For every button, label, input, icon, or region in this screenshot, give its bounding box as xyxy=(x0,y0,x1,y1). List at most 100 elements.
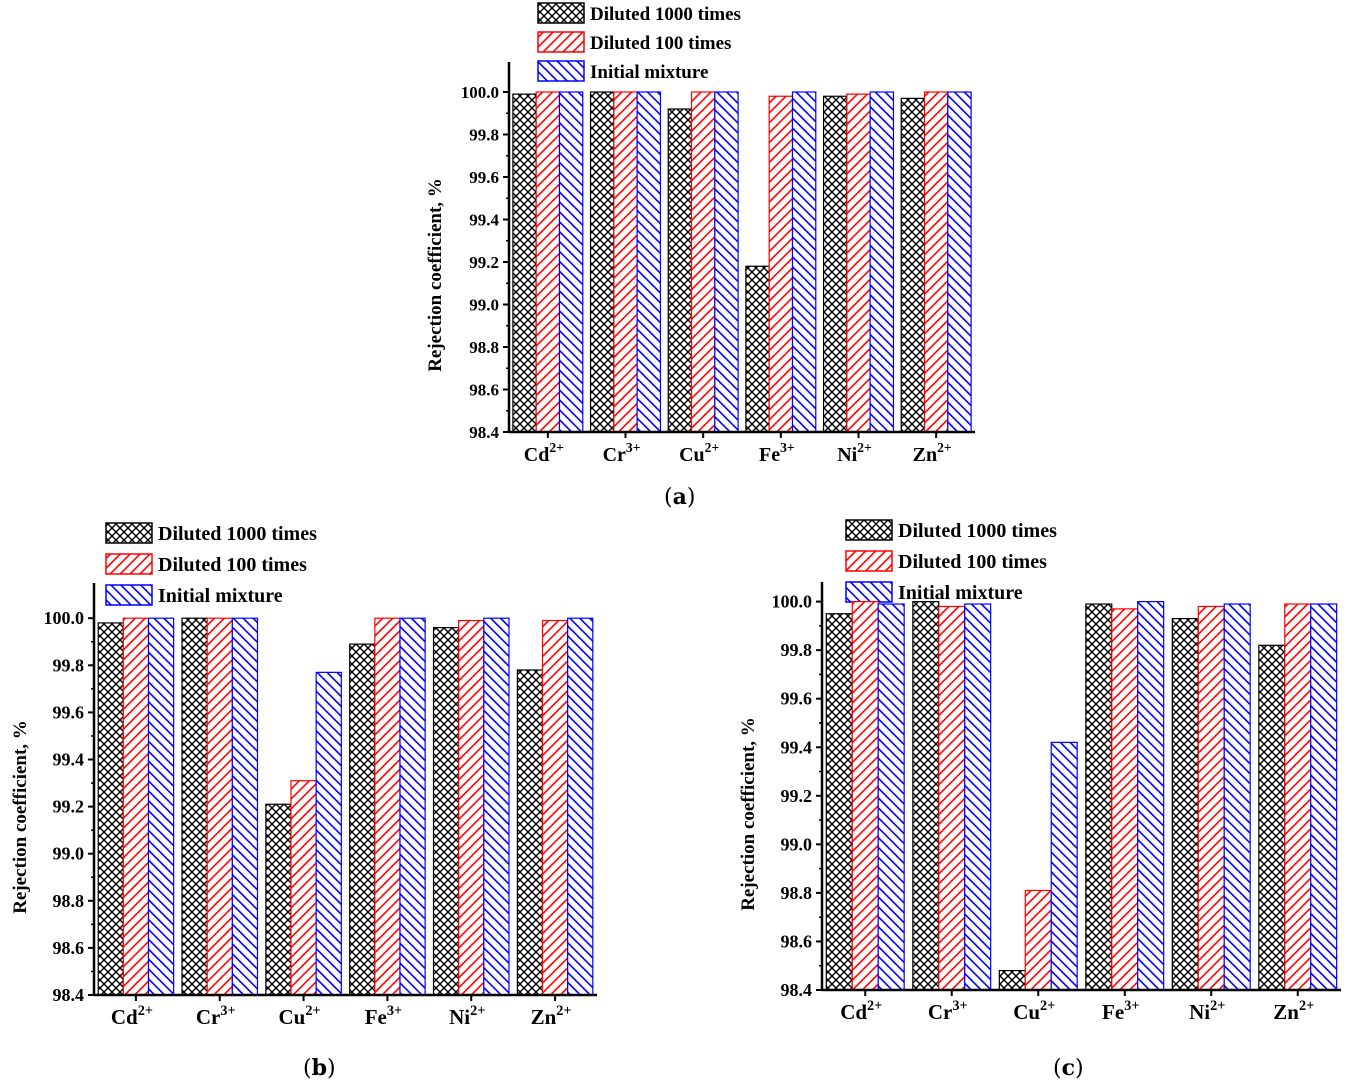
y-tick-label: 100.0 xyxy=(772,592,813,612)
x-tick-label: Zn2+ xyxy=(531,1003,572,1029)
bar xyxy=(349,643,376,996)
legend-swatch xyxy=(845,550,893,572)
bar xyxy=(877,603,905,991)
caption-a: (a) xyxy=(664,484,696,510)
y-axis-label: Rejection coefficient, % xyxy=(10,720,31,914)
bar xyxy=(825,613,853,991)
bar xyxy=(791,91,817,433)
y-tick-label: 99.4 xyxy=(781,737,813,757)
bar xyxy=(1171,617,1199,991)
bar xyxy=(516,669,544,996)
y-tick-label: 98.6 xyxy=(53,938,85,958)
bar xyxy=(558,91,584,433)
y-tick-label: 98.4 xyxy=(53,985,85,1005)
bar xyxy=(290,780,317,996)
bar xyxy=(589,91,615,433)
bar xyxy=(613,91,638,433)
bar xyxy=(374,617,401,996)
legend-swatch xyxy=(845,519,893,541)
bar xyxy=(768,95,794,433)
y-tick-label: 99.0 xyxy=(781,834,813,854)
y-tick-label: 99.0 xyxy=(469,296,499,315)
legend-label: Diluted 1000 times xyxy=(158,523,317,545)
legend-label: Diluted 1000 times xyxy=(898,520,1057,542)
bar xyxy=(690,91,716,433)
bar xyxy=(458,619,485,996)
bar xyxy=(900,97,926,433)
x-tick-label: Cr3+ xyxy=(928,998,968,1024)
bar xyxy=(947,91,972,433)
bar xyxy=(1137,600,1165,991)
bar xyxy=(1024,889,1052,991)
legend-label: Diluted 100 times xyxy=(898,551,1047,573)
bar xyxy=(265,803,292,996)
chart-c: Diluted 1000 times Diluted 100 times Initi… xyxy=(738,519,1341,1024)
y-tick-label: 99.2 xyxy=(469,253,499,272)
y-tick-label: 99.6 xyxy=(781,689,813,709)
y-tick-label: 99.8 xyxy=(53,655,85,675)
bar xyxy=(964,603,992,991)
bar xyxy=(535,91,561,433)
bar xyxy=(1284,603,1312,991)
legend-swatch xyxy=(105,584,153,606)
y-tick-label: 98.8 xyxy=(53,891,85,911)
bar xyxy=(745,265,770,433)
x-tick-label: Cu2+ xyxy=(1013,998,1055,1024)
bar xyxy=(483,617,510,996)
bar xyxy=(998,969,1026,991)
bar xyxy=(122,617,150,996)
bar xyxy=(1050,741,1078,991)
y-tick-label: 99.2 xyxy=(781,786,813,806)
caption-b: (b) xyxy=(303,1055,336,1081)
y-tick-label: 99.4 xyxy=(53,750,85,770)
bar xyxy=(399,617,426,996)
bar xyxy=(1111,608,1139,991)
legend-label: Initial mixture xyxy=(898,582,1023,604)
x-tick-label: Cu2+ xyxy=(679,440,719,466)
x-tick-label: Cd2+ xyxy=(524,440,564,466)
y-tick-label: 98.8 xyxy=(781,883,813,903)
y-tick-label: 98.4 xyxy=(469,423,499,442)
legend-label: Diluted 1000 times xyxy=(590,4,741,25)
bar xyxy=(1258,644,1286,991)
bar xyxy=(846,93,871,433)
bar xyxy=(97,622,124,996)
legend-swatch xyxy=(845,581,893,603)
bar xyxy=(636,91,662,433)
x-tick-label: Fe3+ xyxy=(1102,998,1139,1024)
legend-swatch xyxy=(105,553,153,575)
bar xyxy=(923,91,949,433)
bar xyxy=(1085,603,1113,991)
bar xyxy=(869,91,895,433)
bar xyxy=(714,91,739,433)
y-axis-label: Rejection coefficient, % xyxy=(425,178,446,372)
legend-label: Diluted 100 times xyxy=(590,33,731,54)
bar xyxy=(181,617,208,996)
x-tick-label: Fe3+ xyxy=(759,440,795,466)
y-tick-label: 99.0 xyxy=(53,844,85,864)
bar xyxy=(206,617,233,996)
legend-label: Initial mixture xyxy=(590,62,708,83)
y-tick-label: 99.8 xyxy=(781,640,813,660)
x-tick-label: Zn2+ xyxy=(913,440,952,466)
x-tick-label: Cr3+ xyxy=(196,1003,236,1029)
x-tick-label: Cu2+ xyxy=(279,1003,321,1029)
y-tick-label: 99.6 xyxy=(469,168,499,187)
bar xyxy=(541,619,569,996)
bar xyxy=(315,671,342,996)
x-tick-label: Ni2+ xyxy=(449,1003,485,1029)
y-tick-label: 99.6 xyxy=(53,702,85,722)
y-tick-label: 98.4 xyxy=(781,980,813,1000)
y-tick-label: 99.8 xyxy=(469,126,499,145)
bar xyxy=(912,600,940,991)
y-tick-label: 99.2 xyxy=(53,797,85,817)
legend-swatch xyxy=(537,2,585,24)
x-tick-label: Zn2+ xyxy=(1273,998,1314,1024)
x-tick-label: Cr3+ xyxy=(603,440,641,466)
chart-a: Diluted 1000 times Diluted 100 times Initi… xyxy=(425,2,975,466)
y-axis-label: Rejection coefficient, % xyxy=(738,717,759,911)
bar xyxy=(1197,605,1225,991)
bar xyxy=(1223,603,1251,991)
